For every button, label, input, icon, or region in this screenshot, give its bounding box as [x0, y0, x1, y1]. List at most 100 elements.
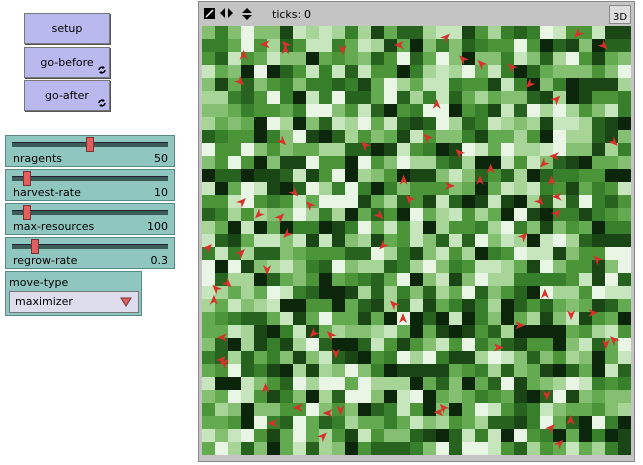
patch [462, 312, 475, 325]
patch [436, 325, 449, 338]
patch [579, 377, 592, 390]
patch [202, 351, 215, 364]
slider[interactable]: harvest-rate 10 [5, 169, 175, 201]
button-3d[interactable]: 3D [609, 5, 631, 24]
turtle [338, 45, 347, 56]
patch [514, 169, 527, 182]
patch [423, 260, 436, 273]
patch [215, 260, 228, 273]
slider-thumb[interactable] [86, 137, 94, 152]
patch [319, 195, 332, 208]
patch [306, 286, 319, 299]
patch [592, 273, 605, 286]
patch [371, 403, 384, 416]
patch [553, 364, 566, 377]
patch [202, 78, 215, 91]
chooser[interactable]: move-type maximizer [5, 271, 142, 316]
patch [488, 78, 501, 91]
patch [449, 39, 462, 52]
patch [267, 169, 280, 182]
patch [514, 117, 527, 130]
slider-thumb[interactable] [23, 205, 31, 220]
patch [566, 91, 579, 104]
patch [358, 286, 371, 299]
patch [345, 234, 358, 247]
patch [553, 429, 566, 442]
patch [501, 442, 514, 455]
patch [293, 156, 306, 169]
patch [475, 429, 488, 442]
patch [345, 78, 358, 91]
patch [514, 390, 527, 403]
patch [527, 312, 540, 325]
patch [488, 364, 501, 377]
patch [579, 182, 592, 195]
patch [449, 338, 462, 351]
patch [449, 104, 462, 117]
patch [228, 351, 241, 364]
patch [254, 130, 267, 143]
view-controls[interactable] [203, 7, 263, 23]
patch [423, 78, 436, 91]
patch [280, 208, 293, 221]
patch [436, 156, 449, 169]
patch [384, 338, 397, 351]
patch [449, 299, 462, 312]
patch [475, 65, 488, 78]
patch [267, 221, 280, 234]
slider[interactable]: max-resources 100 [5, 203, 175, 235]
patch [254, 156, 267, 169]
patch [254, 247, 267, 260]
button[interactable]: go-before [24, 47, 110, 78]
turtle [542, 390, 551, 401]
button[interactable]: setup [24, 13, 110, 44]
patch [462, 156, 475, 169]
patch [358, 351, 371, 364]
patch [579, 26, 592, 39]
patch [501, 325, 514, 338]
patch [527, 91, 540, 104]
slider[interactable]: nragents 50 [5, 135, 175, 167]
patch [293, 169, 306, 182]
patch [280, 182, 293, 195]
patch [345, 195, 358, 208]
patch [215, 234, 228, 247]
patch [215, 39, 228, 52]
patch [280, 117, 293, 130]
patch [306, 273, 319, 286]
patch [579, 169, 592, 182]
patch [618, 39, 631, 52]
patch [501, 338, 514, 351]
patch [306, 26, 319, 39]
chooser-box[interactable]: maximizer [9, 291, 139, 313]
slider-thumb[interactable] [31, 239, 39, 254]
patch [475, 156, 488, 169]
patch [384, 403, 397, 416]
patch [488, 130, 501, 143]
button[interactable]: go-after [24, 80, 110, 111]
patch [410, 377, 423, 390]
patch [319, 130, 332, 143]
patch [293, 221, 306, 234]
patch [332, 312, 345, 325]
patch [592, 312, 605, 325]
slider[interactable]: regrow-rate 0.3 [5, 237, 175, 269]
patch [215, 117, 228, 130]
patch [410, 143, 423, 156]
patch [553, 390, 566, 403]
patch [293, 130, 306, 143]
patch [553, 26, 566, 39]
patch [358, 377, 371, 390]
patch [553, 182, 566, 195]
patch [332, 156, 345, 169]
patch [488, 351, 501, 364]
patch [553, 117, 566, 130]
patch [449, 195, 462, 208]
patch [618, 442, 631, 455]
patch [566, 78, 579, 91]
slider-thumb[interactable] [23, 171, 31, 186]
turtle [551, 192, 562, 201]
patch [449, 208, 462, 221]
patch [566, 377, 579, 390]
patch [371, 390, 384, 403]
